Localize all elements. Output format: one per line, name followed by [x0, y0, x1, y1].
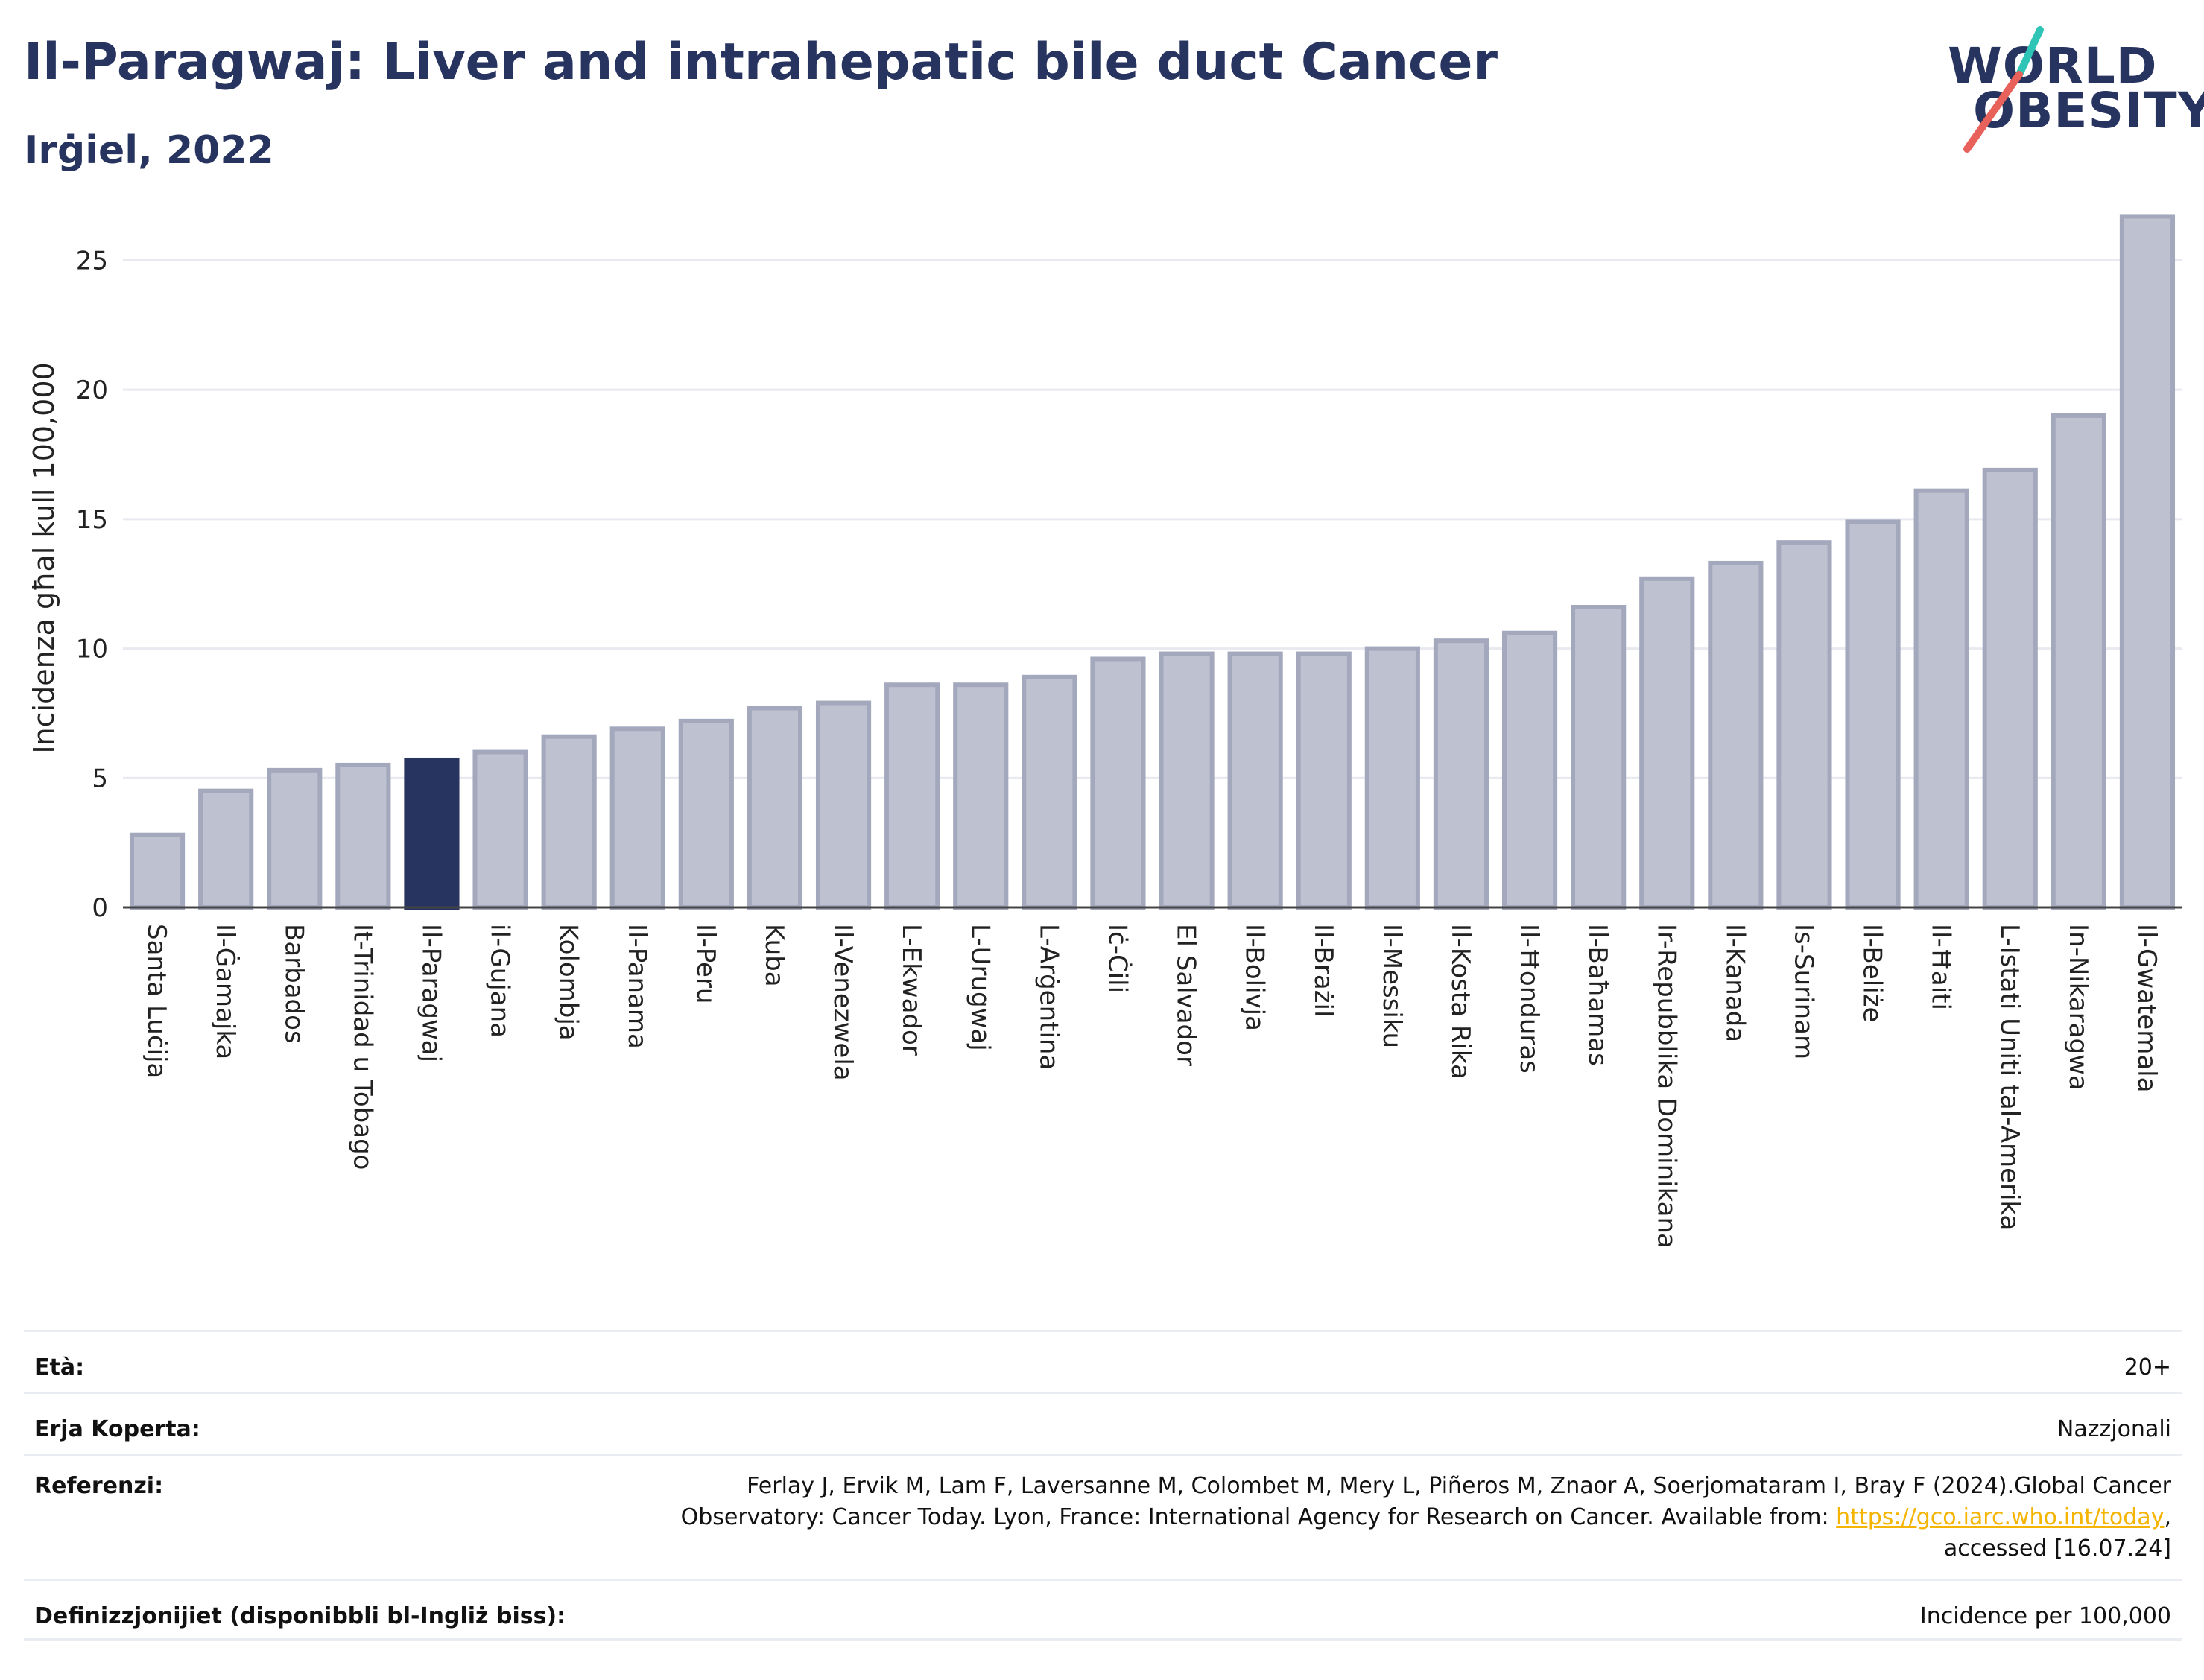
metadata-table: Età: 20+ Erja Koperta: Nazzjonali Refere… [24, 1330, 2182, 1641]
bar-chart: 0 5 10 15 20 25 Incidenza għal kull 100,000 San… [28, 214, 2182, 1249]
bar-17 [1296, 651, 1352, 910]
x-tick-label: Il-Bolivja [1240, 924, 1270, 1031]
bar-9 [747, 706, 803, 910]
bar-7 [609, 726, 665, 910]
bar-25 [1845, 519, 1901, 910]
x-tick-label: L-Arġentina [1033, 924, 1063, 1070]
bar-16 [1227, 651, 1283, 910]
bar-8 [678, 718, 734, 910]
bar-6 [541, 734, 597, 910]
bar-18 [1364, 646, 1420, 910]
bar-5 [472, 749, 528, 910]
bar-0 [129, 832, 186, 910]
x-tick-label: Ir-Repubblika Dominikana [1651, 924, 1681, 1249]
reference-line-2: Observatory: Cancer Today. Lyon, France:… [681, 1502, 2171, 1533]
bar-13 [1022, 674, 1077, 910]
age-label: Età: [34, 1354, 85, 1381]
x-tick-label: Il-Gwatemala [2132, 924, 2162, 1092]
x-tick-label: Il-Paragwaj [416, 924, 446, 1062]
bar-19 [1433, 638, 1489, 910]
x-tick-label: Il-Ħaiti [1926, 924, 1956, 1010]
y-tick-label: 25 [76, 246, 108, 276]
chart-title: Il-Paragwaj: Liver and intrahepatic bile… [24, 33, 1498, 92]
x-tick-label: Il-Kosta Rika [1445, 924, 1475, 1080]
reference-link[interactable]: https://gco.iarc.who.int/today [1836, 1504, 2165, 1530]
x-tick-label: Il-Panama [622, 924, 652, 1049]
y-tick-label: 15 [76, 505, 108, 535]
x-tick-label: Il-Ġamajka [210, 924, 241, 1059]
x-tick-label: In-Nikaragwa [2063, 924, 2093, 1091]
x-tick-label: El Salvador [1171, 924, 1201, 1066]
bar-10 [815, 700, 872, 910]
bar-24 [1776, 540, 1832, 910]
reference-line-3: accessed [16.07.24] [1943, 1535, 2171, 1562]
logo-line-1: WORLD [1948, 37, 2158, 95]
bar-15 [1159, 651, 1215, 910]
area-label: Erja Koperta: [34, 1416, 200, 1442]
world-obesity-logo: WORLD OBESITY [1945, 22, 2204, 156]
x-tick-label: Il-Venezwela [828, 924, 858, 1081]
references-value: Ferlay J, Ervik M, Lam F, Laversanne M, … [681, 1471, 2171, 1565]
x-tick-label: Santa Luċija [142, 924, 171, 1078]
bar-12 [953, 682, 1009, 910]
x-tick-label: Il-Messiku [1377, 924, 1407, 1048]
x-tick-label: Barbados [279, 924, 308, 1044]
chart-subtitle: Irġiel, 2022 [24, 128, 274, 173]
area-value: Nazzjonali [2056, 1416, 2171, 1442]
x-tick-label: L-Istati Uniti tal-Amerika [1995, 924, 2024, 1230]
meta-row-area: Erja Koperta: Nazzjonali [24, 1392, 2182, 1454]
bar-27 [1982, 467, 2038, 910]
x-tick-label: Il-Ħonduras [1514, 924, 1544, 1074]
y-tick-label: 0 [92, 893, 108, 923]
age-value: 20+ [2124, 1354, 2171, 1381]
bar-28 [2051, 413, 2106, 910]
x-tick-label: Kolombja [554, 924, 583, 1041]
bar-20 [1501, 630, 1558, 910]
x-tick-label: il-Gujana [485, 924, 515, 1038]
bar-14 [1090, 656, 1146, 910]
x-tick-label: Il-Beliże [1858, 924, 1887, 1022]
x-tick-label: Il-Peru [691, 924, 721, 1004]
x-tick-label: L-Urugwaj [965, 924, 995, 1051]
x-tick-label: It-Trinidad u Tobago [347, 924, 377, 1170]
x-tick-label: L-Ekwador [896, 924, 926, 1056]
bar-2 [267, 767, 323, 910]
meta-row-definitions: Definizzjonijiet (disponibbli bl-Ingliż … [24, 1579, 2182, 1641]
bar-3 [335, 762, 391, 910]
meta-row-references: Referenzi: Ferlay J, Ervik M, Lam F, Lav… [24, 1454, 2182, 1579]
bar-11 [884, 682, 940, 910]
definitions-label: Definizzjonijiet (disponibbli bl-Ingliż … [34, 1603, 566, 1629]
definitions-value: Incidence per 100,000 [1919, 1603, 2171, 1629]
bar-23 [1708, 560, 1764, 910]
references-label: Referenzi: [34, 1473, 164, 1499]
bar-21 [1571, 605, 1627, 910]
x-tick-label: Il-Baħamas [1583, 924, 1612, 1066]
y-axis-label: Incidenza għal kull 100,000 [28, 362, 60, 753]
bar-29 [2119, 214, 2176, 910]
meta-row-age: Età: 20+ [24, 1330, 2182, 1392]
y-tick-label: 10 [76, 635, 108, 665]
reference-line-2-text: Observatory: Cancer Today. Lyon, France:… [680, 1504, 1837, 1530]
x-tick-label: Kuba [759, 924, 789, 987]
reference-line-2-end: , [2164, 1504, 2171, 1530]
bar-1 [198, 788, 254, 910]
x-tick-label: Is-Surinam [1788, 924, 1818, 1059]
bar-26 [1913, 488, 1969, 910]
reference-line-1: Ferlay J, Ervik M, Lam F, Laversanne M, … [747, 1473, 2171, 1499]
x-tick-label: Iċ-Ċili [1102, 924, 1133, 993]
x-tick-label: Il-Kanada [1720, 924, 1749, 1042]
x-tick-label: Il-Brażil [1308, 924, 1338, 1017]
y-tick-label: 5 [92, 764, 108, 793]
bar-4 [404, 757, 460, 910]
y-tick-label: 20 [76, 375, 108, 405]
bar-22 [1639, 576, 1695, 910]
logo-slash-icon [1963, 26, 2044, 153]
